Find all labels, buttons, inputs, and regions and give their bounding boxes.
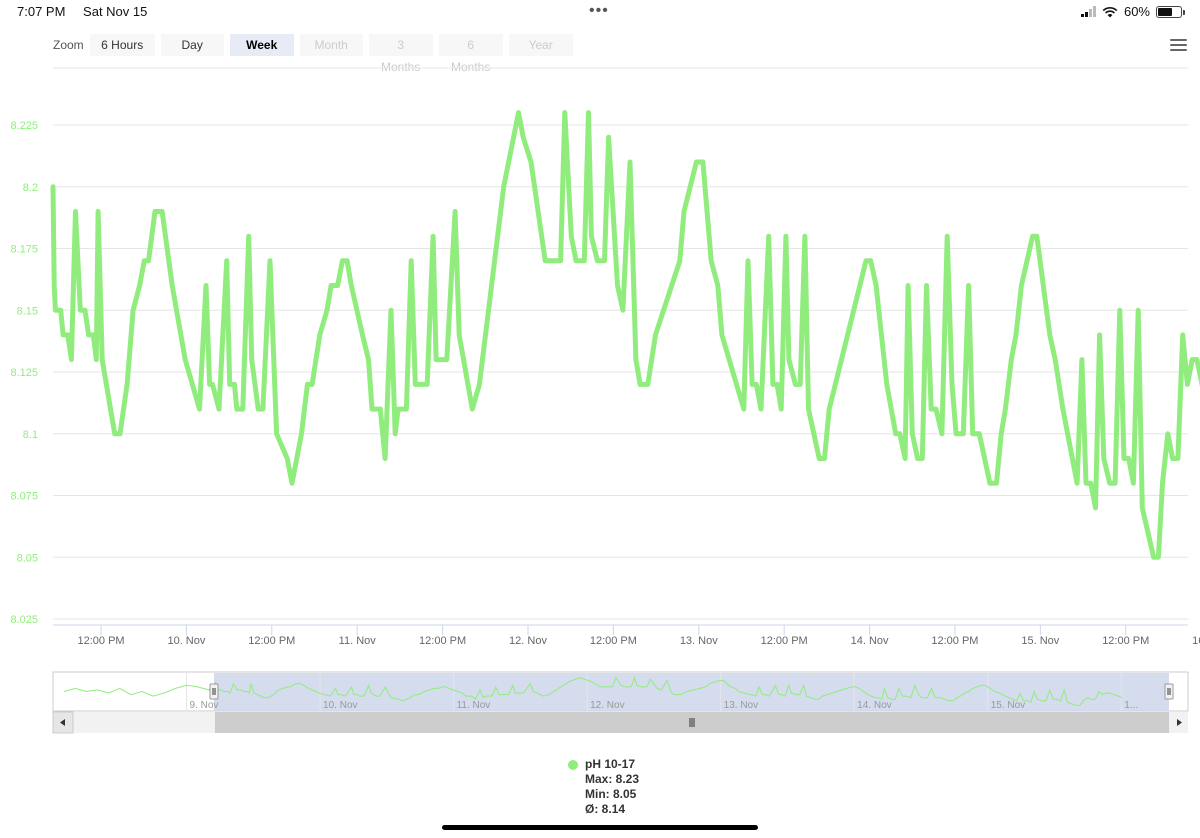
status-date: Sat Nov 15 (83, 4, 148, 19)
y-tick-label: 8.15 (17, 305, 38, 317)
x-tick-label: 12:00 PM (761, 635, 808, 647)
navigator-tick-label: 13. Nov (724, 700, 758, 711)
navigator-left-handle[interactable] (209, 683, 219, 700)
scroll-left-arrow-icon (60, 719, 65, 726)
home-indicator[interactable] (442, 825, 758, 830)
zoom-6-hours-button[interactable]: 6 Hours (89, 34, 155, 56)
y-tick-label: 8.1 (23, 429, 38, 441)
y-axis-labels: 8.025 8.05 8.075 8.1 8.125 8.15 8.175 8.2 8.225 (10, 120, 38, 626)
wifi-icon (1102, 6, 1118, 17)
legend-text: pH 10-17 Max: 8.23 Min: 8.05 Ø: 8.14 (585, 757, 639, 817)
hamburger-menu-icon[interactable] (1170, 39, 1187, 52)
y-tick-label: 8.025 (10, 614, 38, 626)
legend-min: Min: 8.05 (585, 787, 637, 801)
x-tick-label: 10. Nov (167, 635, 205, 647)
cellular-signal-icon (1080, 6, 1096, 17)
navigator-tick-label: 12. Nov (590, 700, 624, 711)
zoom-selector: Zoom 6 Hours Day Week Month 3 Months 6 M… (53, 33, 579, 74)
navigator-tick-label: 1... (1124, 700, 1138, 711)
status-time: 7:07 PM (17, 4, 66, 19)
x-axis-labels: 12:00 PM 10. Nov 12:00 PM 11. Nov 12:00 PM 12… (77, 635, 1200, 647)
navigator-selected-range[interactable] (214, 673, 1169, 711)
legend-average: Ø: 8.14 (585, 802, 626, 816)
x-tick-label: 12:00 PM (248, 635, 295, 647)
x-tick-label: 13. Nov (680, 635, 718, 647)
navigator-tick-label: 15. Nov (991, 700, 1025, 711)
x-tick-label: 12:00 PM (1102, 635, 1149, 647)
navigator-tick-label: 14. Nov (857, 700, 891, 711)
y-tick-label: 8.2 (23, 182, 38, 194)
navigator-tick-label: 10. Nov (323, 700, 357, 711)
legend-marker-icon (568, 760, 578, 770)
status-time-date: 7:07 PM Sat Nov 15 (17, 4, 161, 19)
x-axis-ticks (100, 625, 1127, 635)
x-tick-label: 12:00 PM (77, 635, 124, 647)
scroll-right-arrow-icon (1177, 719, 1182, 726)
navigator-labels: 9. Nov 10. Nov 11. Nov 12. Nov 13. Nov 14. No… (190, 700, 1139, 711)
legend-max: Max: 8.23 (585, 772, 640, 786)
y-tick-label: 8.175 (10, 244, 38, 256)
y-tick-label: 8.075 (10, 491, 38, 503)
navigator-tick-label: 11. Nov (457, 700, 491, 711)
legend-series-name: pH 10-17 (585, 757, 636, 771)
battery-percent: 60% (1123, 4, 1150, 19)
zoom-day-button[interactable]: Day (160, 34, 224, 56)
y-tick-label: 8.225 (10, 120, 38, 132)
x-tick-label: 12:00 PM (419, 635, 466, 647)
x-tick-label: 12:00 PM (590, 635, 637, 647)
battery-fill (1158, 7, 1173, 16)
x-tick-label: 14. Nov (851, 635, 889, 647)
zoom-label: Zoom (53, 38, 84, 52)
zoom-month-button: Month (299, 34, 363, 56)
x-tick-label: 15. Nov (1021, 635, 1059, 647)
x-tick-label: 12. Nov (509, 635, 547, 647)
zoom-6-months-button: 6 Months (438, 34, 503, 74)
navigator-ticks (186, 673, 1122, 711)
zoom-week-button[interactable]: Week (229, 34, 294, 56)
x-tick-label: 11. Nov (339, 635, 377, 647)
zoom-year-button: Year (508, 34, 573, 56)
y-tick-label: 8.05 (17, 552, 38, 564)
legend[interactable]: pH 10-17 Max: 8.23 Min: 8.05 Ø: 8.14 (568, 757, 639, 817)
navigator-tick-label: 9. Nov (190, 700, 219, 711)
battery-icon (1156, 5, 1185, 18)
status-indicators: 60% (1080, 4, 1185, 19)
navigator-right-handle[interactable] (1164, 683, 1174, 700)
scrollbar[interactable] (52, 711, 1188, 734)
ph-series-line[interactable] (50, 110, 1200, 560)
scrollbar-grip-icon (689, 718, 695, 727)
battery-nub (1183, 9, 1185, 15)
navigator-series-line (63, 675, 1123, 706)
x-tick-label: 12:00 PM (931, 635, 978, 647)
multitasking-dots-icon[interactable]: ••• (589, 2, 609, 19)
zoom-3-months-button: 3 Months (368, 34, 433, 74)
navigator: 9. Nov 10. Nov 11. Nov 12. Nov 13. Nov 14. No… (52, 671, 1189, 712)
status-bar: 7:07 PM Sat Nov 15 ••• 60% (0, 0, 1200, 24)
x-tick-label: 16. Nov (1192, 635, 1200, 647)
y-tick-label: 8.125 (10, 367, 38, 379)
